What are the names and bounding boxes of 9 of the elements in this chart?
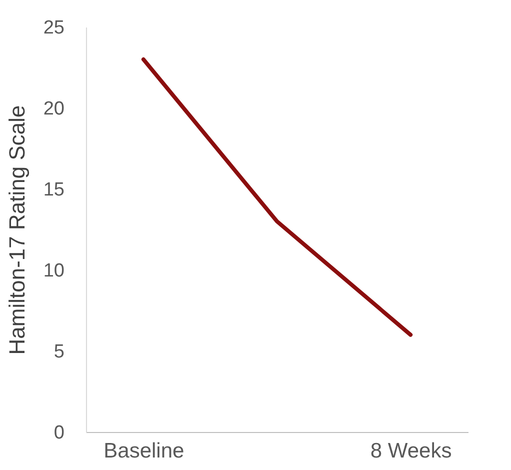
y-axis-title: Hamilton-17 Rating Scale — [4, 105, 30, 355]
y-tick-label: 0 — [54, 422, 64, 444]
y-tick-label: 5 — [54, 342, 64, 362]
y-tick-label: 20 — [43, 98, 64, 120]
y-tick-label: 15 — [43, 180, 64, 200]
y-tick-label: 10 — [43, 260, 64, 282]
x-tick-label: 8 Weeks — [370, 440, 452, 462]
x-tick-label: Baseline — [104, 440, 184, 462]
y-tick-label: 25 — [43, 18, 64, 38]
